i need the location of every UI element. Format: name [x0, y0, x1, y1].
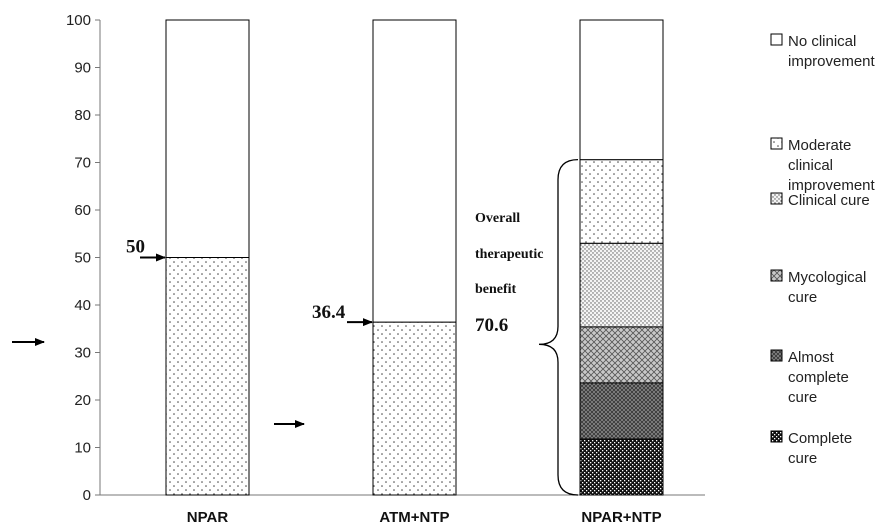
- annotations: 50 36.4 Overall therapeutic benefit 70.6: [126, 159, 579, 496]
- bar-segment: [579, 382, 664, 440]
- x-category-label: NPAR+NTP: [581, 509, 661, 526]
- bar-segment: [165, 257, 250, 496]
- legend-label: Moderate: [788, 137, 851, 154]
- bar-segment: [579, 19, 664, 161]
- axes: 0 10 20 30 40 50 60 70 80 90 100: [66, 12, 705, 504]
- x-category-label: ATM+NTP: [379, 509, 449, 526]
- legend-label: cure: [788, 389, 817, 406]
- y-tick-label: 100: [66, 12, 91, 29]
- curly-brace: [538, 159, 579, 496]
- bar-segment: [579, 242, 664, 328]
- bar-segment: [372, 321, 457, 496]
- bar-segment: [579, 438, 664, 496]
- legend-label: improvement: [788, 177, 876, 194]
- bar-segment: [372, 19, 457, 323]
- y-tick-label: 20: [74, 392, 91, 409]
- y-tick-label: 90: [74, 60, 91, 77]
- bar-segment: [579, 159, 664, 244]
- y-tick-label: 30: [74, 345, 91, 362]
- annotation-text: benefit: [475, 282, 517, 297]
- legend-label: Complete: [788, 430, 852, 447]
- legend-label: improvement: [788, 53, 876, 70]
- y-tick-label: 80: [74, 107, 91, 124]
- legend-swatch: [770, 33, 783, 46]
- legend-swatch: [770, 137, 783, 150]
- y-tick-label: 40: [74, 297, 91, 314]
- y-tick-label: 50: [74, 250, 91, 267]
- legend-swatch: [770, 269, 783, 282]
- legend-label: Clinical cure: [788, 192, 870, 209]
- bar-segment: [579, 326, 664, 384]
- legend-label: Almost: [788, 349, 835, 366]
- bars: NPAR ATM+NTP NPAR+NTP: [165, 19, 664, 526]
- legend-swatch: [770, 192, 783, 205]
- bar-segment: [165, 19, 250, 258]
- legend-label: clinical: [788, 157, 833, 174]
- legend-label: cure: [788, 450, 817, 467]
- legend-label: No clinical: [788, 33, 856, 50]
- y-tick-label: 0: [83, 487, 91, 504]
- y-tick-label: 70: [74, 155, 91, 172]
- annotation-value-label: 36.4: [312, 302, 346, 323]
- annotation-value-label: 70.6: [475, 315, 508, 336]
- y-tick-label: 10: [74, 440, 91, 457]
- annotation-text: Overall: [475, 211, 520, 226]
- y-tick-label: 60: [74, 202, 91, 219]
- legend-label: complete: [788, 369, 849, 386]
- legend-swatch: [770, 349, 783, 362]
- legend: No clinical improvement Moderate clinical im…: [770, 33, 876, 467]
- legend-swatch: [770, 430, 783, 443]
- legend-label: cure: [788, 289, 817, 306]
- annotation-text: therapeutic: [475, 247, 543, 262]
- legend-label: Mycological: [788, 269, 866, 286]
- annotation-value-label: 50: [126, 237, 145, 258]
- x-category-label: NPAR: [187, 509, 229, 526]
